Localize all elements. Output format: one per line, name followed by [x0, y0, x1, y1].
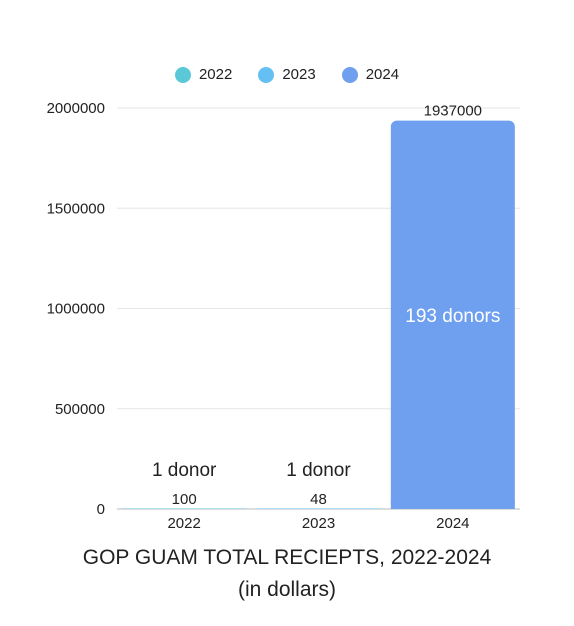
x-tick-label-2022: 2022 — [167, 515, 200, 532]
legend-label-2022: 2022 — [198, 66, 233, 83]
x-tick-label-2024: 2024 — [436, 515, 469, 532]
bar-annotation-2024: 193 donors — [405, 306, 500, 327]
x-tick-label-2023: 2023 — [302, 515, 335, 532]
bar-annotation-2022: 1 donor — [152, 460, 217, 481]
value-label-2022: 100 — [172, 491, 197, 508]
value-label-2023: 48 — [310, 491, 327, 508]
bar-2022 — [122, 508, 247, 509]
bar-2023 — [256, 508, 381, 509]
bar-base-2024 — [390, 501, 515, 509]
y-tick-label-1500000: 1500000 — [47, 200, 105, 217]
chart-subtitle: (in dollars) — [237, 578, 337, 601]
legend-swatch-2023 — [258, 66, 275, 83]
legend: 2022 2023 2024 — [0, 66, 574, 83]
bar-annotation-2023: 1 donor — [286, 460, 351, 481]
bar-2024 — [390, 120, 515, 509]
legend-swatch-2024 — [341, 66, 358, 83]
y-tick-label-2000000: 2000000 — [47, 100, 105, 117]
legend-item-2023: 2023 — [258, 66, 316, 83]
y-tick-label-500000: 500000 — [55, 401, 105, 418]
legend-label-2024: 2024 — [365, 66, 400, 83]
legend-swatch-2022 — [174, 66, 191, 83]
y-tick-label-1000000: 1000000 — [47, 301, 105, 318]
chart-title: GOP GUAM TOTAL RECIEPTS, 2022-2024 — [82, 546, 492, 569]
y-tick-label-0: 0 — [97, 501, 105, 518]
value-label-2024: 1937000 — [424, 103, 482, 120]
legend-label-2023: 2023 — [282, 66, 316, 83]
legend-item-2022: 2022 — [174, 66, 233, 83]
legend-item-2024: 2024 — [341, 66, 400, 83]
